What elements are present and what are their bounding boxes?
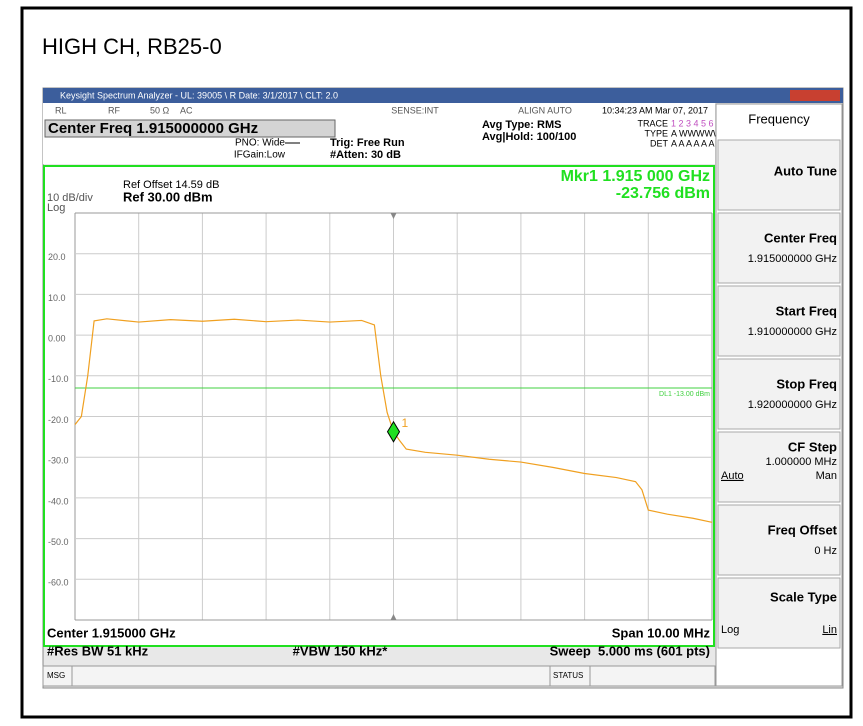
center-freq: Center Freq 1.915000000 GHz — [48, 120, 258, 137]
align: ALIGN AUTO — [518, 105, 572, 115]
menu-label: Scale Type — [770, 589, 837, 604]
coupling: AC — [180, 105, 193, 115]
atten: #Atten: 30 dB — [330, 149, 401, 161]
menu-option-left[interactable]: Auto — [721, 470, 744, 482]
menu-label: Auto Tune — [774, 163, 837, 178]
menu-button[interactable] — [717, 431, 841, 503]
menu-button[interactable] — [717, 212, 841, 284]
y-tick-label: -30.0 — [48, 456, 69, 466]
y-tick-label: 0.00 — [48, 333, 66, 343]
page-title: HIGH CH, RB25-0 — [42, 34, 222, 59]
menu-label: Freq Offset — [768, 522, 838, 537]
menu-label: Stop Freq — [776, 376, 837, 391]
window-title: Keysight Spectrum Analyzer - UL: 39005 \… — [60, 90, 338, 100]
footer-rbw: #Res BW 51 kHz — [47, 643, 149, 658]
impedance: 50 Ω — [150, 105, 170, 115]
menu-option-left[interactable]: Log — [721, 624, 739, 636]
menu-value: 1.920000000 GHz — [748, 399, 837, 411]
type-val: A WWWWWW — [671, 128, 730, 138]
trace — [74, 318, 713, 523]
scale-type: Log — [47, 202, 65, 214]
title-bar — [43, 88, 843, 103]
menu-button[interactable] — [717, 285, 841, 357]
footer-vbw: #VBW 150 kHz* — [293, 643, 389, 658]
type-label: TYPE — [644, 128, 668, 138]
center-tick — [390, 614, 397, 620]
menu-title: Frequency — [748, 111, 810, 126]
y-tick-label: -10.0 — [48, 374, 69, 384]
menu-option-right[interactable]: Lin — [822, 624, 837, 636]
menu-label: Start Freq — [776, 303, 837, 318]
msg: MSG — [47, 671, 65, 680]
trace-label: TRACE — [637, 118, 668, 128]
status-bar — [42, 665, 716, 687]
center-tick — [390, 213, 397, 219]
y-tick-label: 20.0 — [48, 252, 66, 262]
ifgain: IFGain:Low — [234, 150, 286, 161]
trace-nums: 1 2 3 4 5 6 — [671, 118, 714, 128]
trig: Trig: Free Run — [330, 137, 405, 149]
ref-level: Ref 30.00 dBm — [123, 189, 213, 204]
marker — [386, 420, 401, 443]
sense: SENSE:INT — [391, 105, 439, 115]
marker-level: -23.756 dBm — [616, 185, 710, 202]
ref-offset: Ref Offset 14.59 dB — [123, 179, 219, 191]
marker-freq: Mkr1 1.915 000 GHz — [561, 168, 710, 185]
menu-button[interactable] — [717, 504, 841, 576]
scale: 10 dB/div — [47, 192, 93, 204]
menu-option-right[interactable]: Man — [816, 470, 837, 482]
rl: RL — [55, 105, 67, 115]
menu-button[interactable] — [717, 577, 841, 649]
window-buttons[interactable] — [790, 90, 840, 101]
time: 10:34:23 AM Mar 07, 2017 — [602, 105, 708, 115]
status: STATUS — [553, 671, 583, 680]
y-tick-label: -40.0 — [48, 496, 69, 506]
menu-label: CF Step — [788, 439, 837, 454]
status-row — [43, 103, 715, 118]
display-line-label: DL1 -13.00 dBm — [659, 391, 710, 398]
pno: PNO: Wide — [235, 138, 285, 149]
y-tick-label: -50.0 — [48, 537, 69, 547]
footer-sweep: Sweep 5.000 ms (601 pts) — [550, 643, 710, 658]
center-freq-box[interactable] — [44, 119, 336, 138]
footer-center: Center 1.915000 GHz — [47, 625, 176, 640]
menu-label: Center Freq — [764, 230, 837, 245]
avg-type: Avg Type: RMS — [482, 119, 561, 131]
det-label: DET — [650, 138, 669, 148]
avg-hold: Avg|Hold: 100/100 — [482, 131, 576, 143]
y-tick-label: -20.0 — [48, 415, 69, 425]
menu-value: 1.915000000 GHz — [748, 253, 837, 265]
rf: RF — [108, 105, 120, 115]
menu-value: 1.000000 MHz — [765, 456, 837, 468]
menu-button[interactable] — [717, 358, 841, 430]
menu-value: 0 Hz — [814, 545, 837, 557]
y-tick-label: 10.0 — [48, 293, 66, 303]
marker-name: 1 — [402, 416, 409, 430]
menu-value: 1.910000000 GHz — [748, 326, 837, 338]
footer-span: Span 10.00 MHz — [612, 625, 711, 640]
y-tick-label: -60.0 — [48, 578, 69, 588]
det-val: A A A A A A — [671, 138, 715, 148]
plot-area — [43, 165, 715, 647]
menu-button[interactable] — [717, 139, 841, 211]
